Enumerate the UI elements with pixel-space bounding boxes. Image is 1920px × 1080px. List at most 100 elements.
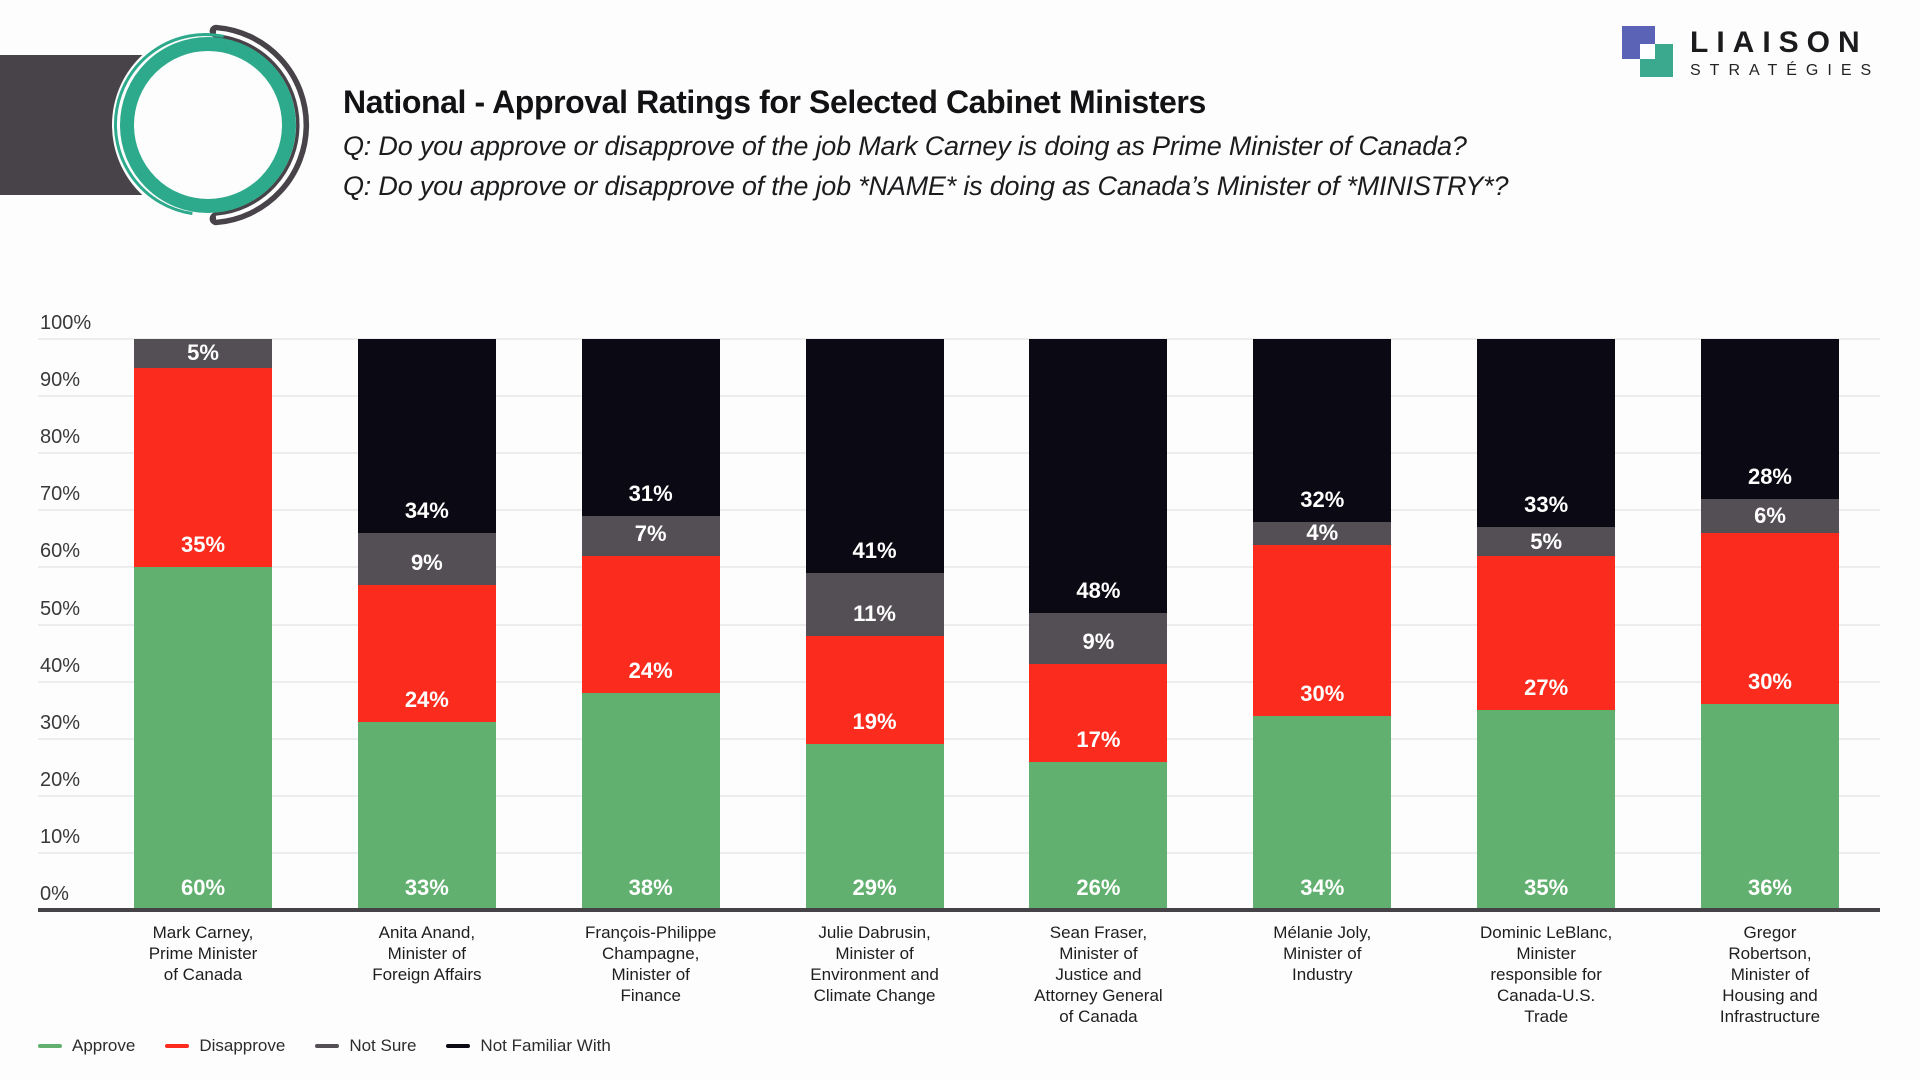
category-label-line: Robertson,	[1728, 944, 1812, 963]
segment-value-label: 48%	[1076, 578, 1121, 604]
category-label-line: of Canada	[163, 965, 243, 984]
legend-label: Approve	[72, 1036, 136, 1055]
bar-segment-not_sure: 5%	[1477, 527, 1616, 556]
y-axis-tick-label: 40%	[40, 654, 81, 677]
segment-value-label: 30%	[1300, 680, 1345, 706]
segment-value-label: 28%	[1747, 463, 1792, 489]
category-label-line: Minister of	[611, 965, 690, 984]
bar-segment-not_familiar: 48%	[1029, 339, 1168, 614]
category-label-line: Sean Fraser,	[1049, 923, 1148, 942]
category-label-line: Minister of	[835, 944, 914, 963]
bar-segment-not_sure: 9%	[357, 533, 496, 585]
segment-value-label: 41%	[852, 538, 897, 564]
brand-logo: LIAISON STRATÉGIES	[1622, 26, 1880, 80]
bar-segment-disapprove: 30%	[1253, 544, 1392, 716]
bar-segment-not_familiar: 28%	[1700, 339, 1839, 499]
y-axis-tick-label: 70%	[40, 483, 81, 506]
segment-value-label: 17%	[1076, 726, 1121, 752]
bar-segment-not_sure: 4%	[1253, 520, 1392, 545]
bar-segment-disapprove: 30%	[1700, 533, 1839, 705]
category-label-line: Minister of	[387, 944, 467, 963]
bar-segment-not_sure: 5%	[134, 339, 272, 368]
y-axis-tick-label: 90%	[40, 369, 81, 392]
chart-legend: Approve Disapprove Not Sure Not Familiar Wi…	[38, 1036, 611, 1056]
brand-subname: STRATÉGIES	[1690, 62, 1881, 79]
bar-segment-not_sure: 7%	[581, 516, 720, 556]
segment-value-label: 30%	[1747, 669, 1792, 695]
legend-item-disapprove: Disapprove	[165, 1036, 285, 1056]
segment-value-label: 34%	[404, 498, 449, 524]
segment-value-label: 27%	[1524, 675, 1569, 701]
segment-value-label: 36%	[1747, 875, 1792, 900]
bar-column: 26% 17% 9% 48%	[1029, 339, 1168, 910]
bar-column: 34% 30% 4% 32%	[1253, 339, 1392, 910]
category-label: François-Philippe Champagne, Minister of Fi…	[561, 922, 741, 1006]
bar-segment-disapprove: 24%	[581, 556, 720, 694]
segment-value-label: 19%	[852, 709, 897, 735]
bar-segment-not_familiar: 32%	[1253, 339, 1392, 522]
y-axis-tick-label: 30%	[40, 711, 81, 734]
x-axis-line	[38, 908, 1880, 912]
category-label-line: Attorney General	[1034, 986, 1163, 1005]
y-axis-tick-label: 80%	[40, 426, 81, 449]
liaison-ring-logo	[0, 24, 310, 226]
bar-segment-not_sure: 6%	[1700, 498, 1839, 534]
segment-value-label: 26%	[1076, 875, 1121, 900]
segment-value-label: 33%	[404, 875, 449, 900]
segment-value-label: 35%	[180, 532, 226, 558]
segment-value-label: 9%	[410, 549, 443, 575]
segment-value-label: 33%	[1524, 492, 1569, 518]
bar-column: 36% 30% 6% 28%	[1700, 339, 1839, 910]
brand-squares-icon	[1622, 26, 1673, 77]
survey-question-1: Q: Do you approve or disapprove of the j…	[343, 131, 1467, 161]
page-title: National - Approval Ratings for Selected…	[343, 84, 1206, 120]
bar-segment-disapprove: 35%	[134, 367, 272, 568]
segment-value-label: 31%	[628, 481, 673, 507]
y-axis-tick-label: 20%	[40, 768, 81, 791]
gridline	[38, 395, 1880, 398]
category-label: Mélanie Joly, Minister of Industry	[1232, 922, 1412, 985]
category-label-line: Minister of	[1059, 944, 1138, 963]
category-label-line: Minister of	[1283, 944, 1362, 963]
bar-segment-not_sure: 9%	[1029, 613, 1168, 665]
bar-segment-not_familiar: 31%	[581, 339, 720, 517]
category-label: Sean Fraser, Minister of Justice and Attorn…	[1008, 922, 1188, 1027]
segment-value-label: 29%	[852, 875, 897, 900]
category-label-line: Gregor	[1743, 923, 1797, 942]
category-label: Julie Dabrusin, Minister of Environment an…	[785, 922, 965, 1006]
segment-value-label: 6%	[1754, 503, 1786, 529]
bar-segment-approve: 60%	[134, 567, 272, 910]
bar-column: 29% 19% 11% 41%	[805, 339, 944, 910]
bar-column: 33% 24% 9% 34%	[357, 339, 496, 910]
bar-column: 35% 27% 5% 33%	[1477, 339, 1616, 910]
bar-segment-approve: 33%	[357, 721, 496, 910]
category-label-line: Climate Change	[813, 986, 936, 1005]
category-label-line: Housing and	[1722, 986, 1818, 1005]
bar-segment-not_sure: 11%	[805, 573, 944, 636]
segment-value-label: 7%	[634, 520, 667, 546]
y-axis-tick-label: 10%	[40, 825, 81, 848]
gridline	[38, 338, 1880, 340]
gridline	[38, 509, 1880, 512]
category-label: Gregor Robertson, Minister of Housing and In…	[1680, 922, 1860, 1027]
segment-value-label: 11%	[853, 600, 896, 626]
category-label-line: Anita Anand,	[378, 923, 476, 942]
segment-value-label: 9%	[1082, 629, 1115, 655]
bar-segment-approve: 26%	[1029, 761, 1168, 910]
segment-value-label: 5%	[187, 340, 219, 366]
segment-value-label: 24%	[628, 658, 673, 684]
category-label-line: Dominic LeBlanc,	[1480, 923, 1613, 942]
category-label-line: Minister of	[1730, 965, 1810, 984]
legend-swatch-disapprove-icon	[165, 1044, 190, 1048]
category-label-line: Mark Carney,	[152, 923, 254, 942]
legend-swatch-not_sure-icon	[315, 1044, 340, 1048]
bar-segment-disapprove: 27%	[1477, 556, 1616, 711]
brand-name: LIAISON	[1690, 26, 1868, 59]
category-label-line: Environment and	[810, 965, 939, 984]
category-label-line: Canada-U.S.	[1497, 986, 1596, 1005]
category-label-line: Justice and	[1055, 965, 1142, 984]
legend-swatch-not_familiar-icon	[446, 1044, 471, 1048]
gridline	[38, 794, 1880, 797]
bar-column: 60% 35% 5%	[134, 339, 272, 910]
